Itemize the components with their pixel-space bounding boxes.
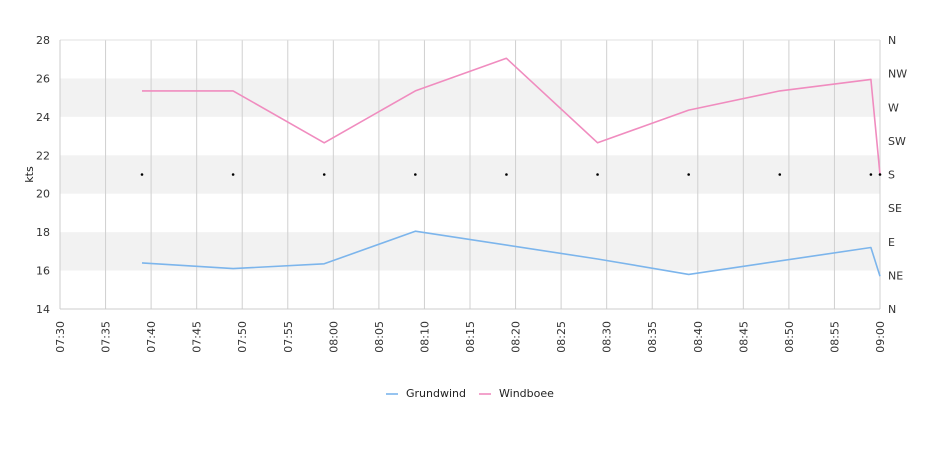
y-tick-label: 18 — [36, 226, 50, 239]
x-tick-label: 08:00 — [327, 321, 340, 353]
direction-marker — [869, 173, 873, 176]
series-group — [140, 57, 882, 277]
direction-marker — [231, 173, 235, 176]
x-tick-label: 08:50 — [783, 321, 796, 353]
y2-tick-label: N — [888, 34, 896, 47]
x-tick-label: 08:10 — [418, 321, 431, 353]
x-tick-label: 08:40 — [692, 321, 705, 353]
x-tick-label: 07:40 — [145, 321, 158, 353]
y2-axis-ticks: N NW W SW S SE E NE N — [888, 34, 907, 316]
x-tick-label: 07:30 — [54, 321, 67, 353]
y2-tick-label: SW — [888, 135, 906, 148]
direction-marker — [414, 173, 417, 176]
direction-marker — [596, 173, 599, 176]
y2-tick-label: W — [888, 101, 899, 114]
direction-marker — [878, 173, 882, 176]
x-tick-label: 09:00 — [874, 321, 887, 353]
y2-tick-label: NW — [888, 68, 907, 81]
direction-marker — [322, 173, 326, 176]
y-axis-title: kts — [23, 166, 36, 183]
legend-label: Grundwind — [406, 387, 466, 400]
y-tick-label: 28 — [36, 34, 50, 47]
y-tick-label: 26 — [36, 72, 50, 85]
x-tick-label: 08:20 — [510, 321, 523, 353]
x-tick-label: 07:55 — [282, 321, 295, 353]
direction-marker — [778, 173, 782, 176]
plot-border — [59, 39, 880, 310]
series-line-windboee — [142, 57, 881, 175]
y2-tick-label: NE — [888, 269, 903, 282]
y2-tick-label: N — [888, 303, 896, 316]
y2-tick-label: E — [888, 236, 895, 249]
y-tick-label: 16 — [36, 265, 50, 278]
direction-marker — [505, 173, 508, 176]
legend: Grundwind Windboee — [386, 387, 554, 400]
x-tick-label: 08:35 — [646, 321, 659, 353]
y2-tick-label: S — [888, 169, 895, 182]
x-tick-label: 08:55 — [828, 321, 841, 353]
y2-tick-label: SE — [888, 202, 902, 215]
x-tick-label: 08:30 — [601, 321, 614, 353]
direction-marker — [140, 173, 144, 176]
x-tick-label: 08:15 — [464, 321, 477, 353]
x-axis-ticks: 07:30 07:35 07:40 07:45 07:50 07:55 08:00 08:05… — [54, 321, 887, 353]
x-tick-label: 07:50 — [236, 321, 249, 353]
direction-marker — [687, 173, 690, 176]
y-tick-label: 14 — [36, 303, 50, 316]
y-tick-label: 22 — [36, 149, 50, 162]
x-tick-label: 08:45 — [737, 321, 750, 353]
x-tick-label: 08:05 — [373, 321, 386, 353]
vertical-gridlines — [59, 40, 881, 309]
series-line-grundwind — [141, 230, 881, 277]
x-tick-label: 08:25 — [555, 321, 568, 353]
y-tick-label: 24 — [36, 111, 50, 124]
y-tick-label: 20 — [36, 188, 50, 201]
x-tick-label: 07:35 — [100, 321, 113, 353]
y-axis-ticks: 14 16 18 20 22 24 26 28 — [36, 34, 50, 316]
x-tick-label: 07:45 — [191, 321, 204, 353]
legend-label: Windboee — [499, 387, 554, 400]
